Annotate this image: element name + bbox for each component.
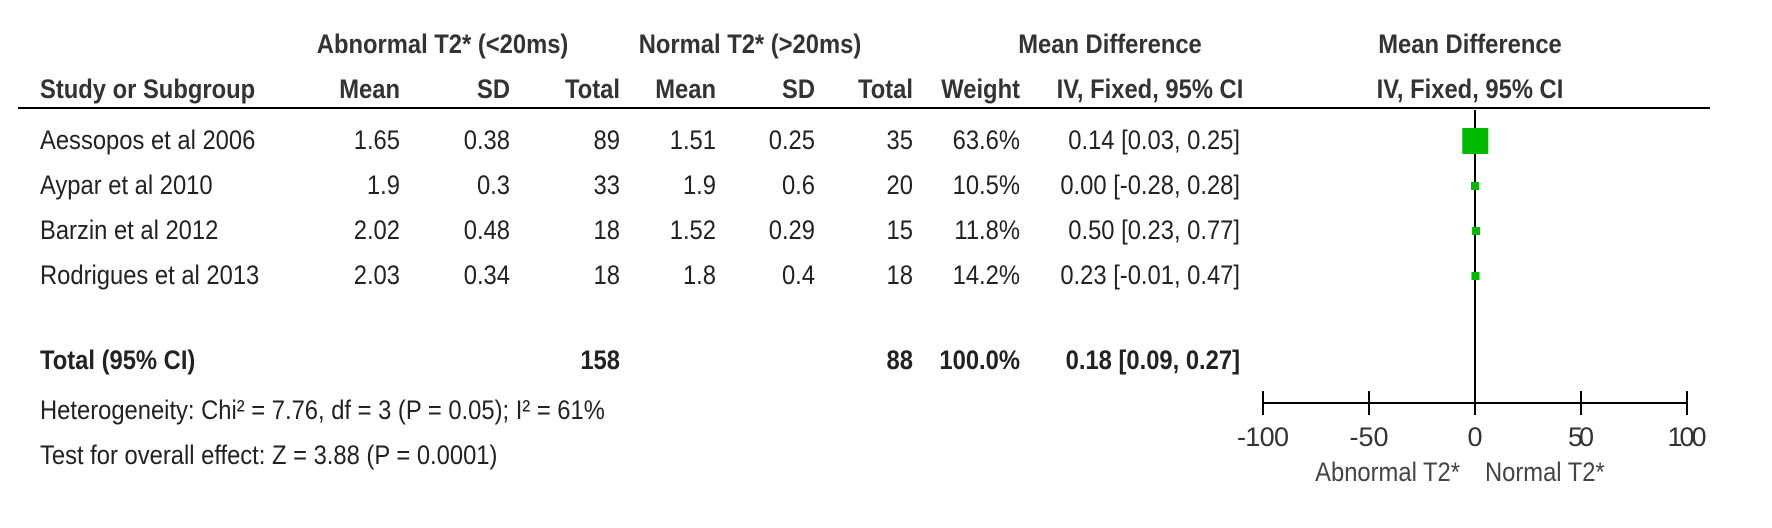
sd2-value: 0.25 [768,125,815,155]
x-tick-label: -100 [1237,422,1289,452]
ci-value: 0.50 [0.23, 0.77] [1068,215,1240,245]
header-group1: Abnormal T2* (<20ms) [316,29,569,59]
x-axis-tick-labels: -100 -50 0 50 100 [1237,422,1707,452]
weight-value: 11.8% [954,215,1020,245]
total2-value: 35 [886,125,913,155]
mean1-value: 2.02 [353,215,400,245]
sd1-value: 0.38 [463,125,510,155]
study-name: Aessopos et al 2006 [40,125,256,155]
total2-value: 20 [886,170,913,200]
study-marker [1471,272,1480,280]
weight-value: 14.2% [952,260,1020,290]
mean2-value: 1.52 [669,215,716,245]
study-markers [1462,128,1489,280]
header-weight: Weight [941,74,1020,104]
total1-value: 18 [593,215,620,245]
mean2-value: 1.8 [682,260,716,290]
study-marker [1462,128,1489,154]
total1-value: 33 [593,170,620,200]
study-marker [1472,227,1481,235]
sd1-value: 0.48 [463,215,510,245]
header-plot-top: Mean Difference [1378,29,1562,59]
header-plot-method: IV, Fixed, 95% CI [1376,74,1564,104]
mean1-value: 2.03 [353,260,400,290]
x-tick-label: 100 [1668,422,1707,452]
sd2-value: 0.29 [768,215,815,245]
axis-label-left: Abnormal T2* [1315,457,1460,487]
sd1-value: 0.3 [476,170,510,200]
weight-value: 100.0% [939,345,1020,375]
header-effect-top: Mean Difference [1018,29,1202,59]
ci-value: 0.00 [-0.28, 0.28] [1060,170,1240,200]
x-tick-label: -50 [1350,422,1389,452]
header-study: Study or Subgroup [40,74,256,104]
header-divider [18,107,1710,109]
header-effect-method: IV, Fixed, 95% CI [1056,74,1244,104]
study-marker [1471,182,1479,190]
header-total1: Total [565,74,620,104]
ci-value: 0.14 [0.03, 0.25] [1068,125,1240,155]
sd2-value: 0.4 [781,260,815,290]
weight-value: 10.5% [952,170,1020,200]
header-mean2: Mean [655,74,716,104]
header-group2: Normal T2* (>20ms) [638,29,862,59]
total1-value: 18 [593,260,620,290]
total2-value: 88 [886,345,913,375]
header-total2: Total [858,74,913,104]
total2-value: 15 [886,215,913,245]
study-name: Rodrigues et al 2013 [40,260,260,290]
header-mean1: Mean [339,74,400,104]
x-axis-ticks [1262,391,1688,415]
sd2-value: 0.6 [781,170,815,200]
total-label: Total (95% CI) [40,345,196,375]
study-name: Aypar et al 2010 [40,170,213,200]
x-tick-label: 50 [1568,422,1594,452]
x-tick-label: 0 [1467,422,1482,452]
weight-value: 63.6% [952,125,1020,155]
ci-value: 0.18 [0.09, 0.27] [1065,345,1240,375]
header-sd1: SD [476,74,510,104]
heterogeneity-text: Heterogeneity: Chi² = 7.76, df = 3 (P = … [40,395,605,425]
sd1-value: 0.34 [463,260,510,290]
mean1-value: 1.9 [366,170,400,200]
overall-effect-text: Test for overall effect: Z = 3.88 (P = 0… [40,440,498,470]
header-sd2: SD [781,74,815,104]
mean2-value: 1.9 [682,170,716,200]
total1-value: 89 [593,125,620,155]
study-name: Barzin et al 2012 [40,215,219,245]
axis-label-right: Normal T2* [1485,457,1605,487]
total1-value: 158 [580,345,620,375]
mean2-value: 1.51 [669,125,716,155]
mean1-value: 1.65 [353,125,400,155]
total2-value: 18 [886,260,913,290]
ci-value: 0.23 [-0.01, 0.47] [1060,260,1240,290]
